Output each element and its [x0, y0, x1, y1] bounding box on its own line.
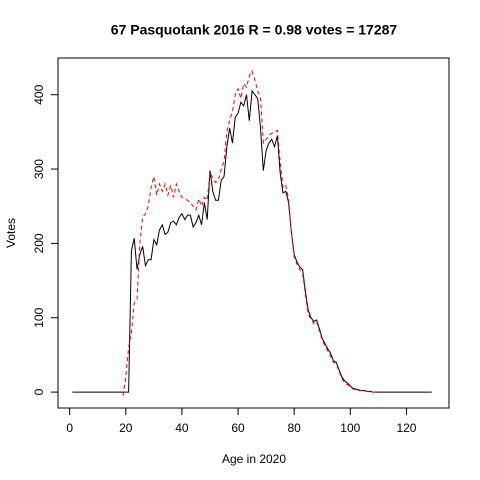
- y-tick-label: 300: [32, 159, 46, 179]
- x-tick-label: 20: [119, 421, 133, 435]
- x-tick-label: 40: [175, 421, 189, 435]
- y-tick-label: 0: [32, 388, 46, 395]
- plot-frame: [57, 57, 450, 409]
- x-tick-label: 100: [340, 421, 360, 435]
- y-axis-label: Votes: [4, 218, 18, 248]
- y-tick-label: 200: [32, 233, 46, 253]
- x-axis-label: Age in 2020: [222, 452, 286, 466]
- y-tick-label: 100: [32, 307, 46, 327]
- x-tick-label: 120: [396, 421, 416, 435]
- chart-title: 67 Pasquotank 2016 R = 0.98 votes = 1728…: [111, 22, 398, 38]
- x-tick-label: 80: [288, 421, 302, 435]
- y-tick-label: 400: [32, 84, 46, 104]
- x-tick-label: 0: [66, 421, 73, 435]
- series-line: [72, 89, 432, 393]
- x-tick-label: 60: [231, 421, 245, 435]
